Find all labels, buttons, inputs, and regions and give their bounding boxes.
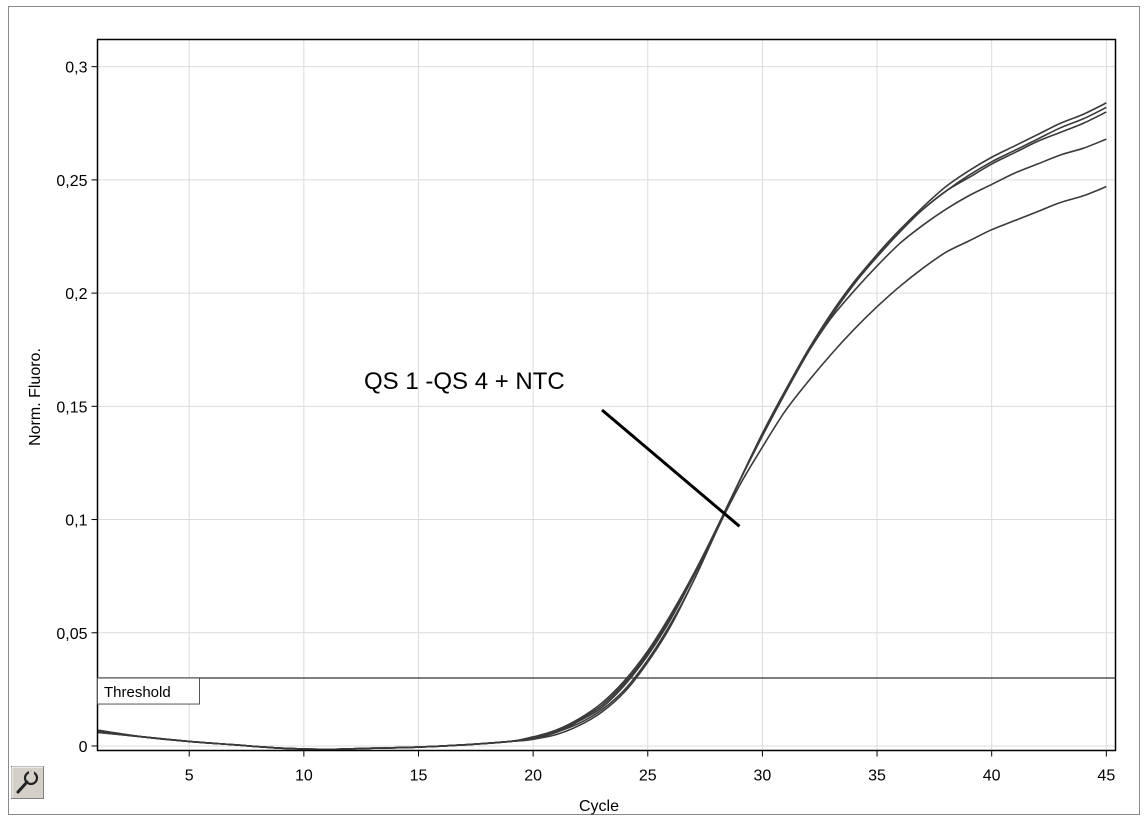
- y-axis-ticks: 0 0,05 0,1 0,15 0,2 0,25 0,3: [56, 60, 98, 756]
- y-tick-label: 0,3: [65, 60, 87, 77]
- plot-frame: [96, 38, 1117, 752]
- x-axis-title: Cycle: [579, 798, 619, 815]
- x-tick-label: 45: [1097, 768, 1115, 785]
- y-tick-label: 0,15: [56, 399, 87, 416]
- x-tick-label: 25: [639, 768, 657, 785]
- wrench-icon: [16, 770, 39, 794]
- y-tick-label: 0: [79, 739, 88, 756]
- series-line-5: [97, 106, 1107, 751]
- x-tick-label: 20: [524, 768, 542, 785]
- x-tick-label: 10: [295, 768, 313, 785]
- series-lines: [97, 102, 1107, 751]
- y-tick-label: 0,1: [65, 513, 87, 530]
- y-tick-label: 0,05: [56, 626, 87, 643]
- x-tick-label: 35: [868, 768, 886, 785]
- annotation-arrow: [601, 408, 741, 528]
- annotation-text: QS 1 -QS 4 + NTC: [364, 368, 565, 395]
- threshold-label: Threshold: [104, 684, 171, 701]
- grid-lines: [97, 39, 1116, 751]
- plot-area: [97, 39, 1116, 751]
- y-axis-title: Norm. Fluoro.: [27, 348, 44, 446]
- chart-settings-button[interactable]: [11, 766, 44, 799]
- x-tick-label: 30: [754, 768, 772, 785]
- annotation: QS 1 -QS 4 + NTC: [364, 368, 741, 528]
- x-tick-label: 40: [983, 768, 1001, 785]
- y-tick-label: 0,2: [65, 286, 87, 303]
- x-tick-label: 15: [410, 768, 428, 785]
- y-tick-label: 0,25: [56, 173, 87, 190]
- threshold-label-box: Threshold: [97, 677, 200, 705]
- x-tick-label: 5: [185, 768, 194, 785]
- x-axis-ticks: 5 10 15 20 25 30 35 40 45: [185, 750, 1115, 785]
